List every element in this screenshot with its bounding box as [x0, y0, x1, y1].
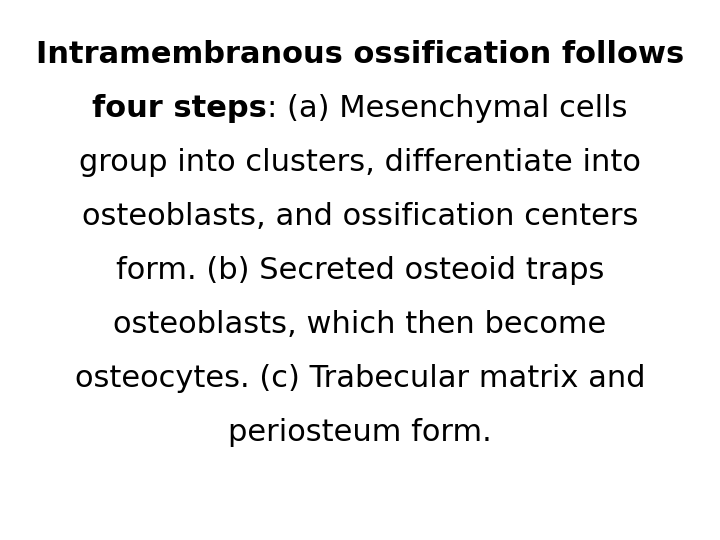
- Text: osteoblasts, which then become: osteoblasts, which then become: [113, 310, 607, 339]
- Text: Intramembranous ossification follows: Intramembranous ossification follows: [36, 40, 684, 69]
- Text: periosteum form.: periosteum form.: [228, 418, 492, 447]
- Text: group into clusters, differentiate into: group into clusters, differentiate into: [79, 148, 641, 177]
- Text: osteoblasts, and ossification centers: osteoblasts, and ossification centers: [82, 202, 638, 231]
- Text: four steps: four steps: [92, 94, 267, 123]
- Text: osteocytes. (c) Trabecular matrix and: osteocytes. (c) Trabecular matrix and: [75, 364, 645, 393]
- Text: : (a) Mesenchymal cells: : (a) Mesenchymal cells: [267, 94, 628, 123]
- Text: form. (b) Secreted osteoid traps: form. (b) Secreted osteoid traps: [116, 256, 604, 285]
